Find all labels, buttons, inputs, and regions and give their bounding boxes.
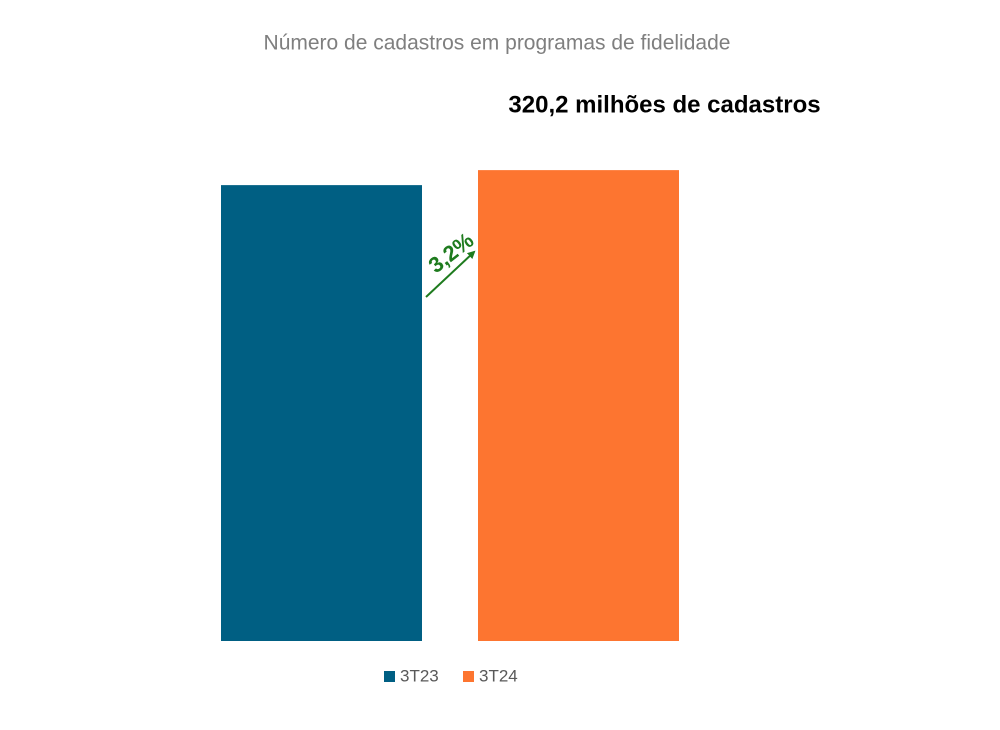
chart-title: Número de cadastros em programas de fide… xyxy=(264,32,731,55)
value-label: 320,2 milhões de cadastros xyxy=(508,91,820,118)
growth-arrow xyxy=(425,250,476,298)
legend-label: 3T23 xyxy=(400,666,439,685)
growth-annotation: 3,2% xyxy=(424,227,479,278)
legend-swatch xyxy=(463,671,474,682)
legend-label: 3T24 xyxy=(479,666,518,685)
bar xyxy=(221,185,422,641)
bar xyxy=(478,170,679,641)
legend-swatch xyxy=(384,671,395,682)
